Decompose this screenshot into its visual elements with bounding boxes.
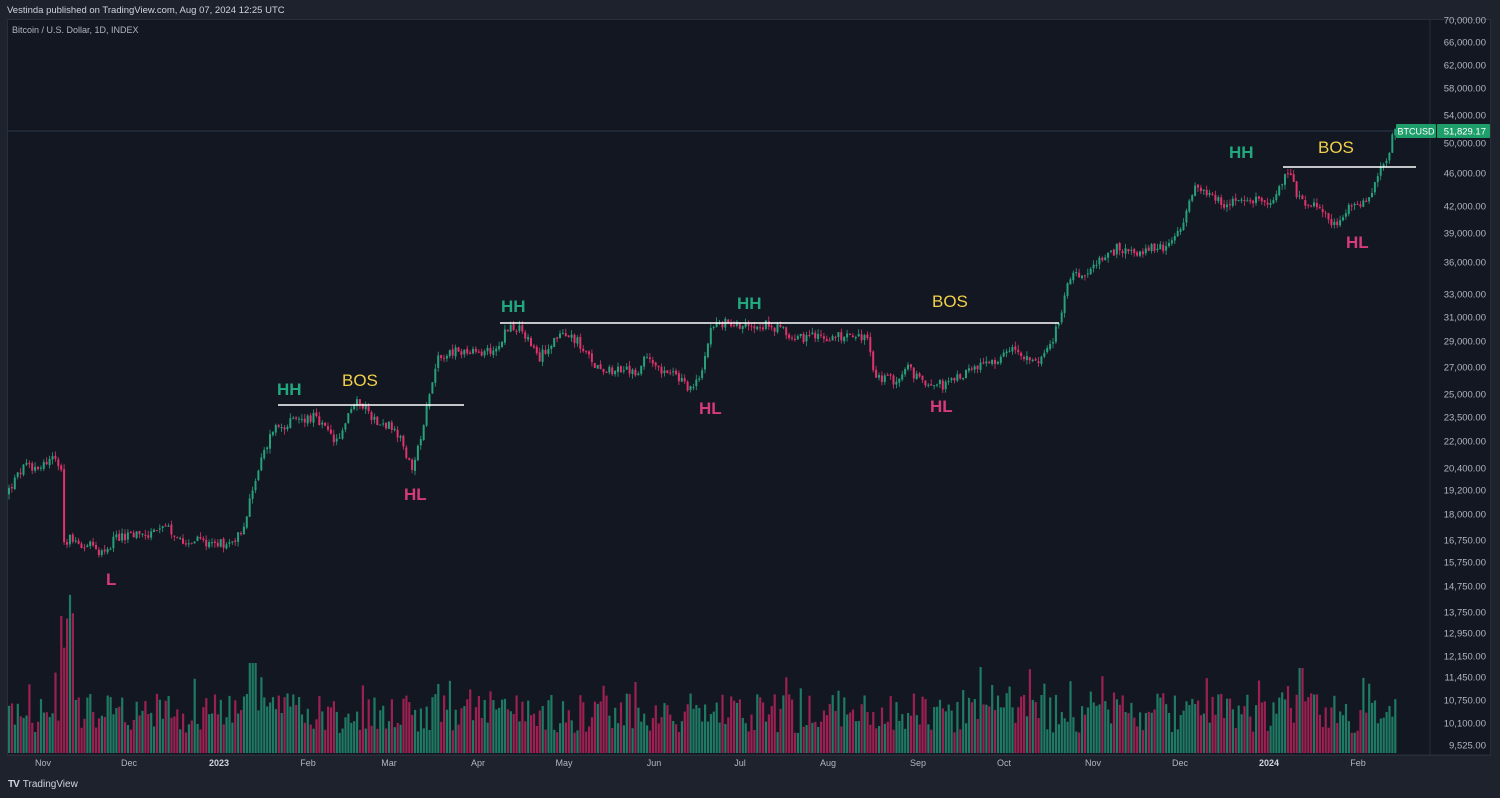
price-axis-label: 11,450.00 bbox=[1444, 673, 1486, 684]
price-axis-label: 14,750.00 bbox=[1444, 582, 1486, 593]
higher-high-label[interactable]: HH bbox=[277, 380, 302, 399]
higher-low-label[interactable]: HL bbox=[699, 399, 722, 418]
price-axis-label: 54,000.00 bbox=[1444, 111, 1486, 122]
price-axis-label: 22,000.00 bbox=[1444, 437, 1486, 448]
time-axis-label: Feb bbox=[1350, 758, 1366, 768]
price-axis-label: 46,000.00 bbox=[1444, 169, 1486, 180]
price-axis[interactable]: 70,000.00 66,000.00 62,000.00 58,000.00 54,0… bbox=[1444, 16, 1486, 752]
price-axis-label: 66,000.00 bbox=[1444, 38, 1486, 49]
tradingview-logo-icon: TV bbox=[8, 779, 20, 790]
tradingview-logo[interactable]: TV TradingView bbox=[8, 779, 78, 790]
bos-label[interactable]: BOS bbox=[932, 292, 968, 311]
symbol-title: Bitcoin / U.S. Dollar, 1D, INDEX bbox=[12, 25, 139, 35]
bos-label[interactable]: BOS bbox=[342, 371, 378, 390]
last-price-tag: BTCUSD 51,829.17 bbox=[1396, 124, 1490, 138]
time-axis-label: Mar bbox=[381, 758, 397, 768]
price-axis-label: 70,000.00 bbox=[1444, 16, 1486, 27]
time-axis-label: Feb bbox=[300, 758, 316, 768]
publish-header bbox=[0, 0, 1500, 20]
price-axis-label: 9,525.00 bbox=[1449, 741, 1486, 752]
price-axis-label: 27,000.00 bbox=[1444, 363, 1486, 374]
footer bbox=[0, 770, 1500, 798]
time-axis-label: Jun bbox=[647, 758, 662, 768]
price-axis-label: 50,000.00 bbox=[1444, 139, 1486, 150]
price-axis-label: 42,000.00 bbox=[1444, 202, 1486, 213]
price-axis-label: 20,400.00 bbox=[1444, 464, 1486, 475]
price-axis-label: 39,000.00 bbox=[1444, 229, 1486, 240]
price-axis-label: 10,100.00 bbox=[1444, 719, 1486, 730]
price-axis-label: 29,000.00 bbox=[1444, 337, 1486, 348]
price-axis-label: 10,750.00 bbox=[1444, 696, 1486, 707]
candles bbox=[8, 128, 1397, 558]
time-axis[interactable]: Nov Dec 2023 Feb Mar Apr May Jun Jul Aug Sep Oct Nov… bbox=[35, 758, 1366, 768]
low-label[interactable]: L bbox=[106, 570, 117, 589]
price-axis-label: 23,500.00 bbox=[1444, 413, 1486, 424]
tradingview-logo-text: TradingView bbox=[22, 779, 78, 790]
time-axis-label: 2024 bbox=[1259, 758, 1279, 768]
bos-label[interactable]: BOS bbox=[1318, 138, 1354, 157]
chart-pane[interactable] bbox=[7, 19, 1491, 756]
price-axis-label: 12,150.00 bbox=[1444, 652, 1486, 663]
higher-low-label[interactable]: HL bbox=[930, 397, 953, 416]
time-axis-label: Dec bbox=[121, 758, 138, 768]
higher-low-label[interactable]: HL bbox=[404, 485, 427, 504]
bos-lines[interactable] bbox=[278, 166, 1416, 406]
price-axis-label: 18,000.00 bbox=[1444, 510, 1486, 521]
higher-high-label[interactable]: HH bbox=[737, 294, 762, 313]
price-axis-label: 19,200.00 bbox=[1444, 486, 1486, 497]
time-axis-label: Nov bbox=[35, 758, 52, 768]
price-axis-label: 12,950.00 bbox=[1444, 629, 1486, 640]
volume-bars bbox=[8, 594, 1397, 753]
price-axis-label: 36,000.00 bbox=[1444, 258, 1486, 269]
price-axis-label: 13,750.00 bbox=[1444, 608, 1486, 619]
time-axis-label: May bbox=[555, 758, 573, 768]
price-axis-label: 62,000.00 bbox=[1444, 61, 1486, 72]
price-axis-label: 16,750.00 bbox=[1444, 536, 1486, 547]
higher-high-label[interactable]: HH bbox=[501, 297, 526, 316]
price-axis-label: 31,000.00 bbox=[1444, 313, 1486, 324]
price-axis-label: 33,000.00 bbox=[1444, 290, 1486, 301]
time-axis-label: Oct bbox=[997, 758, 1012, 768]
last-price-symbol: BTCUSD bbox=[1397, 127, 1435, 137]
price-axis-label: 15,750.00 bbox=[1444, 558, 1486, 569]
time-axis-label: Jul bbox=[734, 758, 746, 768]
time-axis-label: Nov bbox=[1085, 758, 1102, 768]
publisher-line: Vestinda published on TradingView.com, A… bbox=[7, 5, 285, 16]
last-price-value: 51,829.17 bbox=[1444, 127, 1486, 138]
time-axis-label: Aug bbox=[820, 758, 836, 768]
price-axis-label: 25,000.00 bbox=[1444, 390, 1486, 401]
time-axis-label: Dec bbox=[1172, 758, 1189, 768]
higher-low-label[interactable]: HL bbox=[1346, 233, 1369, 252]
price-axis-label: 58,000.00 bbox=[1444, 84, 1486, 95]
time-axis-label: Apr bbox=[471, 758, 485, 768]
higher-high-label[interactable]: HH bbox=[1229, 143, 1254, 162]
time-axis-label: 2023 bbox=[209, 758, 229, 768]
time-axis-label: Sep bbox=[910, 758, 926, 768]
